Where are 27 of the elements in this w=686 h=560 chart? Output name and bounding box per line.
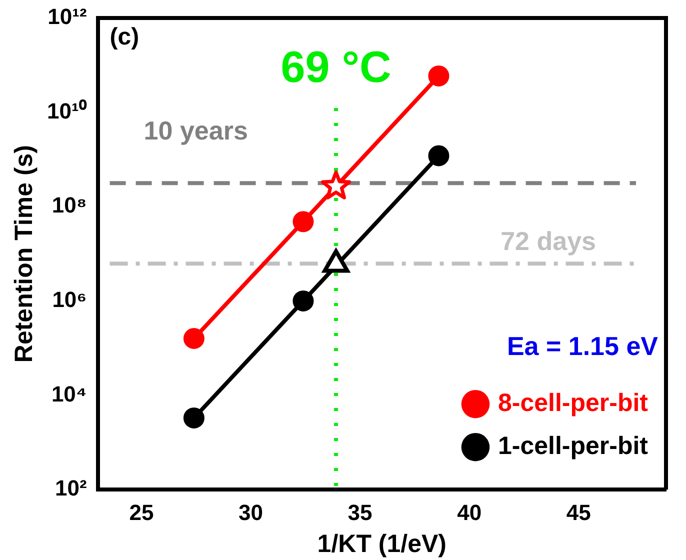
y-tick-label: 10⁶ <box>52 287 87 312</box>
legend-label: 1-cell-per-bit <box>498 432 649 460</box>
y-tick-label: 10¹⁰ <box>47 98 87 124</box>
point <box>292 211 314 232</box>
y-tick-label: 10⁸ <box>52 192 87 218</box>
x-tick-label: 35 <box>348 500 372 525</box>
x-tick-label: 45 <box>566 500 591 525</box>
point <box>428 145 450 166</box>
x-tick-label: 25 <box>129 500 154 525</box>
legend-label: 8-cell-per-bit <box>498 388 649 417</box>
ref-line-label: 72 days <box>500 226 596 256</box>
annotation: (c) <box>110 24 140 51</box>
y-tick-label: 10¹² <box>48 4 87 30</box>
ref-line-label: 69 °C <box>280 43 392 92</box>
x-axis-title: 1/KT (1/eV) <box>317 530 446 558</box>
point <box>183 407 204 428</box>
ref-line-label: 10 years <box>144 115 248 146</box>
point <box>428 65 450 86</box>
annotation: Ea = 1.15 eV <box>506 331 659 362</box>
x-tick-label: 40 <box>457 500 482 525</box>
point <box>292 290 314 312</box>
y-tick-label: 10⁴ <box>51 381 87 406</box>
point <box>183 328 204 349</box>
point <box>320 170 352 200</box>
y-tick-label: 10² <box>55 476 87 501</box>
y-axis-title: Retention Time (s) <box>10 144 38 363</box>
x-tick-label: 30 <box>238 500 264 525</box>
